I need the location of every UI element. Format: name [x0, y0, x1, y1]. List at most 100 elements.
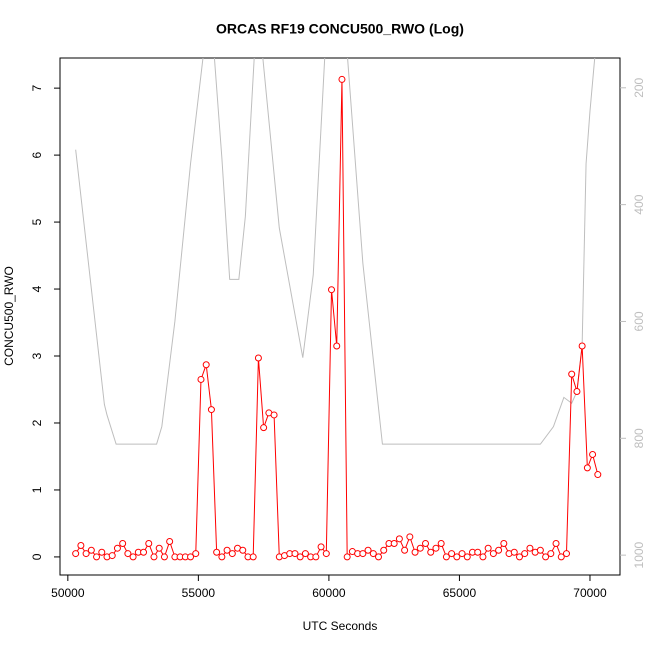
data-point	[594, 471, 602, 479]
chart-title: ORCAS RF19 CONCU500_RWO (Log)	[216, 21, 464, 37]
data-point	[228, 550, 236, 558]
data-point	[317, 543, 325, 551]
data-point	[213, 548, 221, 556]
data-point	[197, 375, 205, 383]
data-point	[113, 544, 121, 552]
data-point	[254, 354, 262, 362]
data-point	[448, 550, 456, 558]
y2-tick-label: 200	[632, 77, 646, 97]
data-point	[140, 548, 148, 556]
x-tick-label: 70000	[573, 586, 607, 600]
data-point	[77, 542, 85, 550]
data-point	[521, 550, 529, 558]
data-point	[458, 550, 466, 558]
data-point	[93, 553, 101, 561]
data-point	[536, 546, 544, 554]
plot-frame	[59, 57, 621, 576]
data-point	[166, 538, 174, 546]
data-point	[515, 553, 523, 561]
data-point	[463, 553, 471, 561]
y-tick-label: 4	[30, 285, 44, 292]
data-point	[192, 550, 200, 558]
data-point	[416, 544, 424, 552]
data-point	[301, 550, 309, 558]
data-point	[495, 546, 503, 554]
data-point	[510, 548, 518, 556]
data-point	[98, 548, 106, 556]
data-point	[312, 553, 320, 561]
data-point	[401, 546, 409, 554]
data-point	[474, 548, 482, 556]
series-line	[75, 58, 596, 445]
data-point	[150, 553, 158, 561]
data-point	[155, 544, 163, 552]
data-point	[333, 342, 341, 350]
y2-tick-label: 1000	[632, 541, 646, 568]
y2-tick-label: 400	[632, 194, 646, 214]
data-point	[328, 286, 336, 294]
data-point	[359, 550, 367, 558]
data-point	[375, 553, 383, 561]
data-point	[547, 550, 555, 558]
data-point	[552, 540, 560, 548]
data-point	[260, 424, 268, 432]
data-point	[542, 553, 550, 561]
y-tick-label: 5	[30, 218, 44, 225]
plot-area	[72, 58, 602, 561]
data-point	[500, 540, 508, 548]
data-point	[422, 540, 430, 548]
y-tick-label: 3	[30, 352, 44, 359]
data-point	[296, 553, 304, 561]
data-point	[573, 388, 581, 396]
data-point	[442, 553, 450, 561]
data-point	[437, 540, 445, 548]
data-point	[129, 553, 137, 561]
data-point	[338, 75, 346, 83]
data-point	[343, 553, 351, 561]
data-point	[484, 544, 492, 552]
data-point	[583, 464, 591, 472]
x-tick-label: 65000	[443, 586, 477, 600]
data-point	[270, 411, 278, 419]
data-point	[322, 550, 330, 558]
data-point	[249, 553, 257, 561]
x-tick-label: 60000	[312, 586, 346, 600]
y-tick-label: 0	[30, 553, 44, 560]
data-point	[119, 540, 127, 548]
x-tick-label: 50000	[51, 586, 85, 600]
data-point	[145, 540, 153, 548]
data-point	[489, 550, 497, 558]
data-point	[72, 550, 80, 558]
data-point	[291, 550, 299, 558]
data-point	[87, 546, 95, 554]
data-point	[390, 540, 398, 548]
y2-tick-label: 800	[632, 428, 646, 448]
data-point	[108, 552, 116, 560]
x-axis-label: UTC Seconds	[303, 619, 378, 633]
data-point	[479, 553, 487, 561]
data-point	[82, 550, 90, 558]
data-point	[223, 546, 231, 554]
data-point	[124, 550, 132, 558]
data-point	[406, 533, 414, 541]
data-point	[432, 544, 440, 552]
data-point	[160, 553, 168, 561]
data-point	[364, 546, 372, 554]
data-point	[578, 342, 586, 350]
y-tick-label: 2	[30, 419, 44, 426]
y-tick-label: 7	[30, 84, 44, 91]
data-point	[411, 548, 419, 556]
data-point	[568, 370, 576, 378]
y-axis-label: CONCU500_RWO	[2, 266, 16, 366]
data-point	[202, 361, 210, 369]
series-line	[75, 79, 599, 559]
y-tick-label: 1	[30, 486, 44, 493]
data-point	[589, 450, 597, 458]
data-point	[187, 553, 195, 561]
data-point	[395, 535, 403, 543]
y2-tick-label: 600	[632, 311, 646, 331]
data-point	[562, 550, 570, 558]
data-point	[380, 546, 388, 554]
data-point	[427, 548, 435, 556]
